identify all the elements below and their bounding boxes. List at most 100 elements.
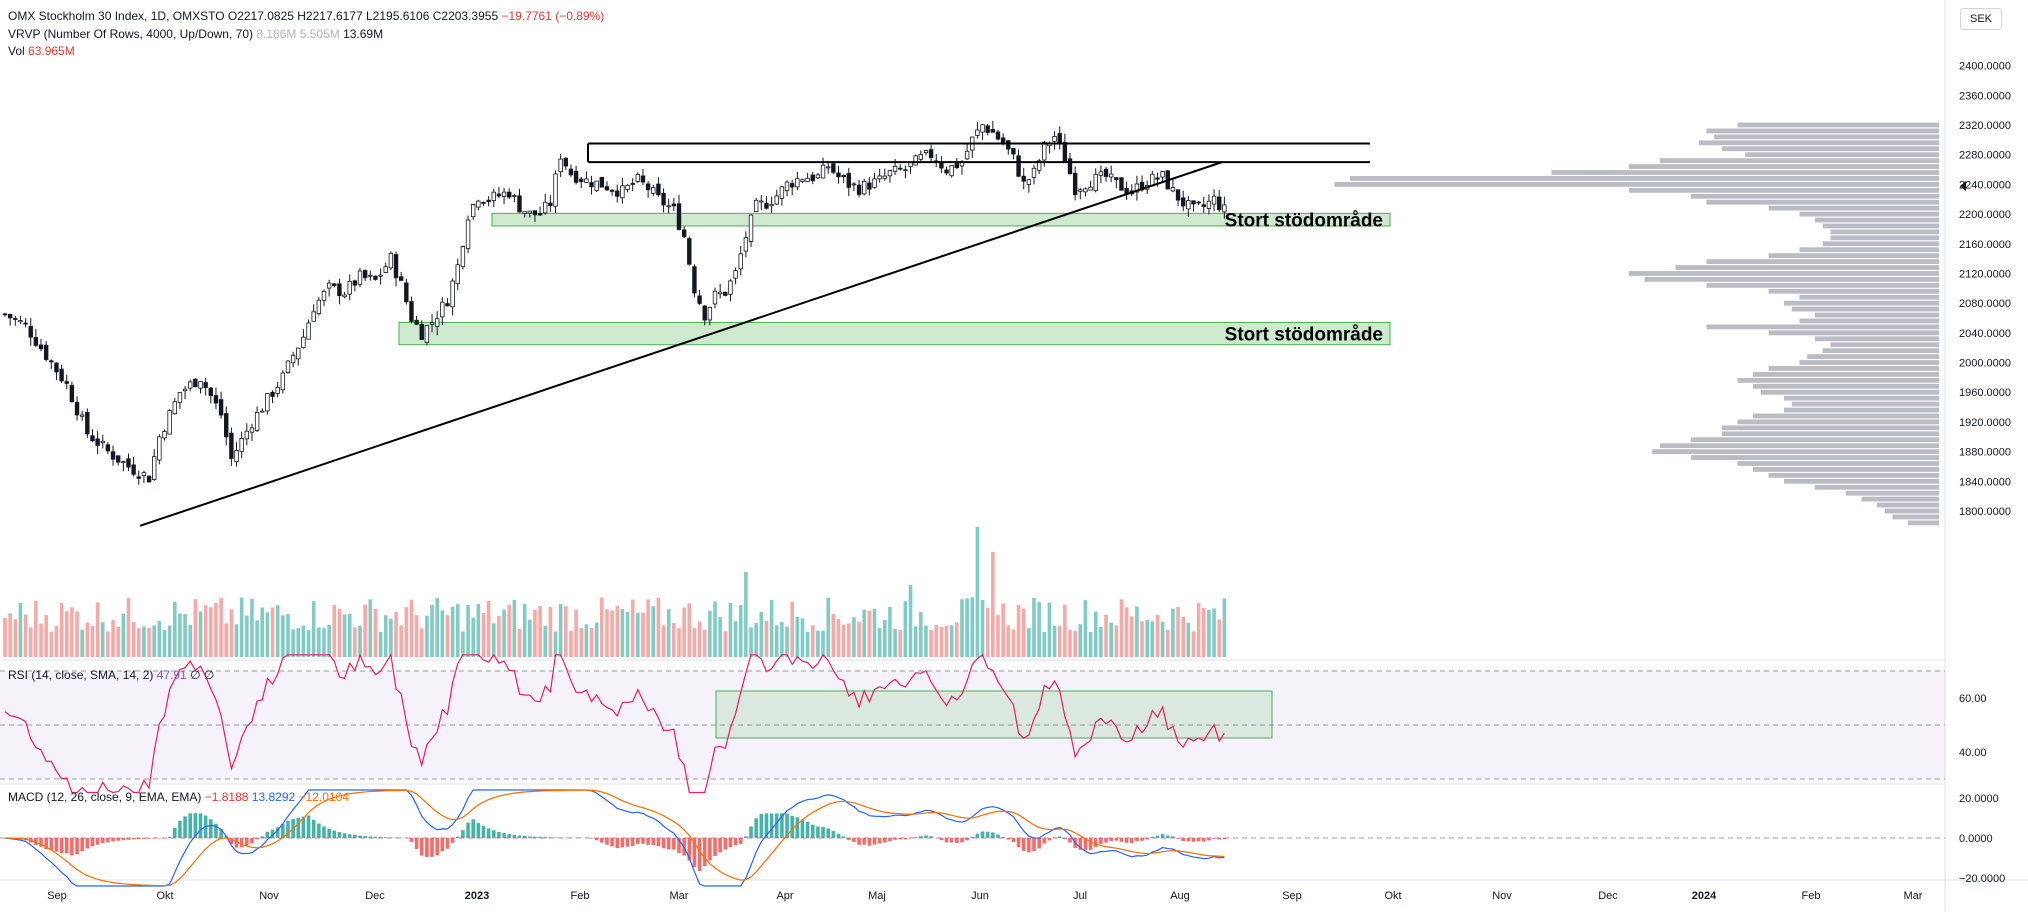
volume-bar	[204, 605, 208, 657]
macd-histogram-bar	[178, 821, 182, 838]
macd-histogram-bar	[976, 834, 980, 838]
volume-bar	[1166, 630, 1170, 657]
macd-histogram-bar	[873, 838, 877, 845]
volume-bar	[996, 615, 1000, 657]
candle-body	[389, 253, 393, 267]
macd-histogram-bar	[646, 838, 650, 845]
candle-body	[255, 412, 259, 430]
volume-bar	[657, 598, 661, 657]
macd-histogram-bar	[610, 838, 614, 846]
candle-body	[230, 433, 234, 458]
candle-body	[631, 183, 635, 184]
vrvp-values: 8.186M 5.505M	[256, 27, 339, 41]
time-tick-label: Apr	[776, 890, 793, 902]
candle-body	[13, 318, 17, 319]
volume-bar	[816, 631, 820, 657]
candle-body	[837, 173, 841, 177]
candle-body	[1068, 159, 1072, 174]
candle-body	[235, 451, 239, 462]
price-tick-label: 2400.0000	[1959, 61, 2011, 73]
candle-body	[482, 202, 486, 203]
volume-profile-bar	[1552, 170, 1940, 175]
volume-bar	[55, 626, 59, 657]
candle-body	[754, 200, 758, 211]
macd-histogram-bar	[260, 836, 264, 838]
candle-body	[1207, 201, 1211, 208]
candle-body	[991, 129, 995, 132]
candle-body	[1063, 143, 1067, 162]
macd-histogram-bar	[981, 831, 985, 838]
candle-body	[96, 439, 100, 446]
volume-bar	[991, 552, 995, 657]
volume-bar	[507, 605, 511, 657]
macd-histogram-bar	[332, 831, 336, 838]
candle-body	[194, 379, 198, 387]
candle-body	[70, 385, 74, 401]
macd-histogram-bar	[168, 837, 172, 838]
volume-profile-bar	[1815, 336, 1939, 341]
macd-histogram-bar	[940, 838, 944, 840]
volume-profile-bar	[1745, 152, 1939, 157]
volume-bar	[533, 610, 537, 657]
volume-profile-bar	[1738, 378, 1940, 383]
macd-histogram-bar	[914, 837, 918, 838]
candle-body	[224, 414, 228, 437]
candle-body	[677, 204, 681, 230]
candle-body	[734, 271, 738, 279]
volume-profile-bar	[1722, 431, 1939, 436]
volume-bar	[595, 623, 599, 657]
volume-profile-bar	[1807, 354, 1939, 359]
candle-body	[1079, 190, 1083, 191]
volume-profile-bar	[1753, 414, 1939, 419]
volume-profile-bar	[1761, 390, 1939, 395]
volume-bar	[8, 613, 12, 657]
candle-body	[497, 194, 501, 196]
candle-body	[713, 291, 717, 304]
price-tick-label: 2360.0000	[1959, 90, 2011, 102]
candle-body	[353, 281, 357, 285]
candle-body	[502, 192, 506, 196]
macd-hist-value: −1.8188	[205, 790, 249, 804]
volume-bar	[821, 631, 825, 657]
volume-profile-bar	[1629, 164, 1939, 169]
macd-histogram-bar	[1181, 838, 1185, 841]
macd-histogram-bar	[595, 838, 599, 840]
symbol-legend: OMX Stockholm 30 Index, 1D, OMXSTO O2217…	[8, 9, 604, 23]
candle-body	[281, 373, 285, 390]
candle-body	[826, 167, 830, 168]
macd-histogram-bar	[451, 838, 455, 843]
candle-body	[379, 275, 383, 276]
volume-bar	[276, 605, 280, 657]
macd-histogram-bar	[657, 838, 661, 846]
macd-histogram-bar	[868, 838, 872, 846]
volume-bar	[183, 614, 187, 657]
volume-bar	[296, 628, 300, 657]
candle-body	[348, 281, 352, 294]
candle-body	[518, 196, 522, 212]
macd-histogram-bar	[729, 838, 733, 847]
time-tick-label: Feb	[1802, 890, 1821, 902]
currency-selector[interactable]: SEK	[1960, 8, 2002, 30]
volume-bar	[970, 597, 974, 657]
candle-body	[296, 348, 300, 359]
volume-profile-bar	[1784, 408, 1939, 413]
volume-profile-bar	[1800, 319, 1940, 324]
macd-histogram-bar	[80, 838, 84, 851]
candle-body	[91, 436, 95, 441]
candle-body	[785, 182, 789, 190]
macd-histogram-bar	[142, 838, 146, 839]
volume-profile-bar	[1784, 396, 1939, 401]
macd-histogram-bar	[801, 820, 805, 838]
macd-histogram-bar	[471, 819, 475, 838]
volume-bar	[1115, 625, 1119, 657]
volume-bar	[86, 622, 90, 657]
candle-body	[332, 284, 336, 286]
volume-bar	[235, 624, 239, 657]
macd-histogram-bar	[122, 838, 126, 840]
volume-bar	[13, 619, 17, 657]
macd-histogram-bar	[245, 838, 249, 845]
volume-bar	[96, 602, 100, 657]
macd-histogram-bar	[1094, 838, 1098, 847]
